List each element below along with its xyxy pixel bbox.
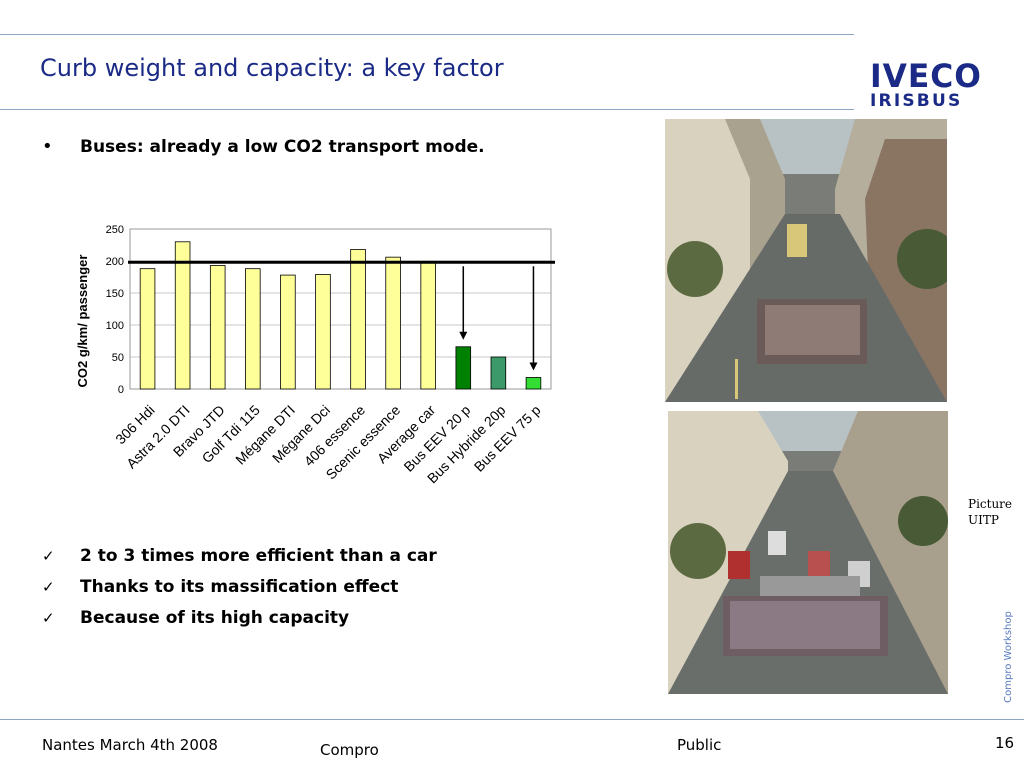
logo-irisbus-text: IRISBUS	[870, 91, 963, 111]
plot-frame	[129, 228, 552, 390]
picture-credit: Picture UITP	[968, 496, 1012, 528]
bar	[209, 265, 226, 390]
chart-grid	[129, 228, 552, 390]
y-axis-ticks: 0 50 100 150 200 250	[106, 224, 124, 396]
check-icon: ✓	[42, 578, 55, 596]
bar	[350, 249, 366, 390]
check-icon: ✓	[42, 547, 55, 565]
bar	[525, 377, 542, 390]
bullet-text: Buses: already a low CO2 transport mode.	[80, 137, 485, 157]
footer-classification: Public	[677, 736, 722, 754]
slide-title: Curb weight and capacity: a key factor	[40, 54, 504, 82]
y-tick-label: 50	[112, 352, 124, 364]
footer-date: Nantes March 4th 2008	[42, 736, 218, 754]
y-tick-label: 150	[106, 288, 124, 300]
check-item: Because of its high capacity	[80, 608, 350, 628]
picture-credit-line: Picture	[968, 497, 1013, 511]
picture-credit-line: UITP	[968, 513, 999, 527]
y-tick-label: 250	[106, 224, 124, 236]
check-item: Thanks to its massification effect	[80, 577, 399, 597]
check-item: 2 to 3 times more efficient than a car	[80, 546, 437, 566]
logo-iveco-text: IVECO	[870, 57, 982, 95]
bullet-icon: •	[42, 136, 53, 157]
title-rule	[0, 109, 854, 110]
arrow-head	[529, 362, 538, 371]
bar	[139, 268, 156, 390]
bar	[315, 274, 331, 390]
y-tick-label: 0	[118, 384, 124, 396]
side-workshop-label: Compro Workshop	[1003, 611, 1014, 703]
page-number: 16	[995, 734, 1015, 752]
bar	[420, 262, 436, 390]
chart-bars	[139, 241, 542, 390]
bar	[490, 356, 507, 390]
top-rule	[0, 34, 854, 35]
bar	[455, 346, 472, 390]
bar	[280, 274, 296, 390]
y-axis-label: CO2 g/km/ passenger	[75, 255, 90, 388]
footer-center: Compro	[320, 741, 379, 759]
chart-arrows	[459, 266, 538, 371]
bar	[174, 241, 191, 390]
y-tick-label: 100	[106, 320, 124, 332]
check-icon: ✓	[42, 609, 55, 627]
bar	[245, 268, 261, 390]
people-group-photo	[665, 119, 947, 402]
bar	[385, 256, 401, 390]
arrow-head	[459, 331, 468, 340]
cars-queue-photo	[668, 411, 948, 694]
iveco-irisbus-logo: IVECO IRISBUS	[870, 57, 996, 112]
y-tick-label: 200	[106, 256, 124, 268]
footer-rule	[0, 719, 1024, 720]
